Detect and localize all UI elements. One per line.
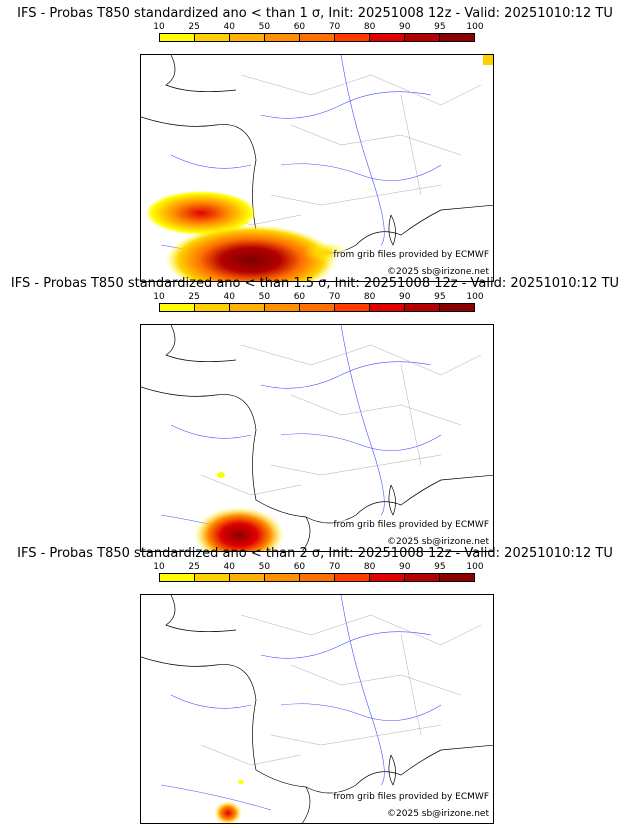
- credit-source: from grib files provided by ECMWF: [333, 792, 489, 803]
- credit-copyright: ©2025 sb@irizone.net: [387, 537, 489, 548]
- credit-copyright: ©2025 sb@irizone.net: [387, 809, 489, 820]
- colorbar-segment: [405, 304, 440, 311]
- colorbar-segment: [300, 34, 335, 41]
- map-panel-2: IFS - Probas T850 standardized ano < tha…: [0, 276, 630, 552]
- colorbar-ticks: 10 25 40 50 60 70 80 90 95 100: [150, 292, 490, 302]
- colorbar-segment: [230, 304, 265, 311]
- colorbar-segment: [335, 34, 370, 41]
- colorbar-segment: [440, 304, 474, 311]
- colorbar-segment: [405, 34, 440, 41]
- colorbar-tick-label: 40: [223, 292, 235, 302]
- colorbar-ticks: 10 25 40 50 60 70 80 90 95 100: [150, 22, 490, 32]
- colorbar-tick-label: 50: [258, 562, 271, 572]
- map-panel-1: IFS - Probas T850 standardized ano < tha…: [0, 6, 630, 282]
- colorbar-segment: [195, 34, 230, 41]
- colorbar-tick-label: 10: [153, 562, 165, 572]
- colorbar-tick-label: 60: [293, 562, 306, 572]
- panel-title: IFS - Probas T850 standardized ano < tha…: [17, 546, 613, 561]
- colorbar-segment: [230, 574, 265, 581]
- probability-map: from grib files provided by ECMWF ©2025 …: [140, 594, 494, 824]
- colorbar-segment: [440, 34, 474, 41]
- colorbar-tick-label: 70: [328, 562, 341, 572]
- colorbar-tick-label: 60: [293, 22, 306, 32]
- credit-source: from grib files provided by ECMWF: [333, 520, 489, 531]
- colorbar-segment: [160, 574, 195, 581]
- colorbar-segment: [195, 304, 230, 311]
- colorbar-tick-label: 40: [223, 22, 235, 32]
- colorbar: [159, 33, 475, 42]
- colorbar-tick-label: 70: [328, 22, 341, 32]
- colorbar-tick-label: 90: [399, 562, 411, 572]
- colorbar-ticks: 10 25 40 50 60 70 80 90 95 100: [150, 562, 490, 572]
- colorbar-tick-label: 95: [434, 562, 446, 572]
- panel-title: IFS - Probas T850 standardized ano < tha…: [17, 6, 613, 21]
- colorbar-tick-label: 90: [399, 22, 411, 32]
- colorbar-segment: [230, 34, 265, 41]
- colorbar-segment: [265, 304, 300, 311]
- colorbar-segment: [370, 304, 405, 311]
- colorbar-segment: [370, 574, 405, 581]
- colorbar-segment: [300, 304, 335, 311]
- colorbar: [159, 573, 475, 582]
- credit-copyright: ©2025 sb@irizone.net: [387, 267, 489, 278]
- probability-map: from grib files provided by ECMWF ©2025 …: [140, 54, 494, 282]
- probability-map: from grib files provided by ECMWF ©2025 …: [140, 324, 494, 552]
- colorbar-tick-label: 50: [258, 22, 271, 32]
- colorbar-segment: [440, 574, 474, 581]
- colorbar-segment: [195, 574, 230, 581]
- colorbar-segment: [160, 34, 195, 41]
- colorbar-tick-label: 80: [363, 292, 376, 302]
- colorbar-tick-label: 80: [363, 562, 376, 572]
- colorbar-tick-label: 60: [293, 292, 306, 302]
- panel-title: IFS - Probas T850 standardized ano < tha…: [10, 276, 620, 291]
- credit-source: from grib files provided by ECMWF: [333, 250, 489, 261]
- colorbar-tick-label: 95: [434, 22, 446, 32]
- colorbar-tick-label: 80: [363, 22, 376, 32]
- colorbar-segment: [405, 574, 440, 581]
- colorbar-tick-label: 10: [153, 292, 165, 302]
- colorbar-tick-label: 50: [258, 292, 271, 302]
- colorbar-tick-label: 100: [466, 292, 484, 302]
- colorbar-tick-label: 100: [466, 22, 484, 32]
- colorbar-segment: [335, 574, 370, 581]
- colorbar-tick-label: 10: [153, 22, 165, 32]
- colorbar-tick-label: 25: [188, 292, 200, 302]
- colorbar-segment: [160, 304, 195, 311]
- colorbar-segment: [370, 34, 405, 41]
- colorbar-tick-label: 25: [188, 22, 200, 32]
- colorbar-segment: [300, 574, 335, 581]
- colorbar-tick-label: 70: [328, 292, 341, 302]
- colorbar-segment: [265, 34, 300, 41]
- colorbar-segment: [335, 304, 370, 311]
- map-panel-3: IFS - Probas T850 standardized ano < tha…: [0, 546, 630, 828]
- colorbar: [159, 303, 475, 312]
- colorbar-segment: [265, 574, 300, 581]
- colorbar-tick-label: 25: [188, 562, 200, 572]
- colorbar-tick-label: 40: [223, 562, 235, 572]
- colorbar-tick-label: 95: [434, 292, 446, 302]
- colorbar-tick-label: 90: [399, 292, 411, 302]
- colorbar-tick-label: 100: [466, 562, 484, 572]
